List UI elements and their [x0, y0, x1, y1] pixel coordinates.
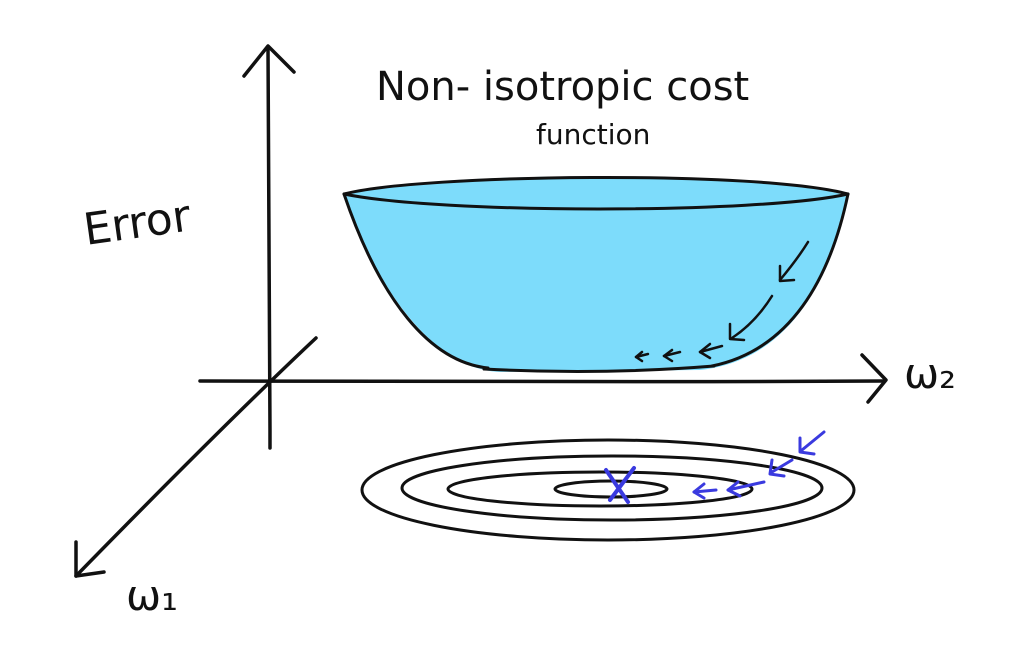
bowl-bottom [482, 364, 716, 373]
bowl-left-side [342, 192, 490, 370]
bowl-right-side [710, 192, 850, 368]
descent-arrow [698, 344, 724, 354]
descent-arrow [730, 294, 774, 340]
blue-arrow [770, 458, 794, 474]
blue-arrow-head [768, 458, 786, 478]
descent-arrow [778, 240, 810, 282]
error-axis [266, 46, 272, 450]
bowl-rim-bottom [342, 192, 850, 211]
gradient-descent-path [604, 430, 826, 504]
contour-plot [360, 438, 856, 542]
diagram-title-line2: function [536, 118, 650, 151]
w1-axis-arrowhead [74, 540, 106, 578]
contour-ring-outer [360, 438, 856, 542]
bowl-fill [344, 176, 848, 372]
blue-arrow-head [726, 480, 742, 498]
descent-arrow-head [634, 350, 644, 363]
bowl-descent-arrows [634, 240, 810, 363]
contour-ring-2 [400, 454, 824, 522]
w2-axis [198, 379, 886, 384]
descent-arrow-head [728, 322, 746, 342]
error-axis-arrowhead [242, 44, 296, 78]
blue-arrow [726, 480, 766, 492]
blue-arrow [800, 430, 826, 452]
blue-arrow [692, 488, 718, 494]
w2-axis-label: ω₂ [904, 349, 956, 398]
w1-axis [74, 336, 318, 578]
bowl-rim-top [342, 175, 850, 196]
w2-axis-arrowhead [860, 353, 888, 404]
descent-arrow-head [662, 348, 674, 363]
w1-axis-label: ω₁ [126, 571, 178, 620]
descent-arrow-head [778, 264, 796, 283]
blue-arrow-head [692, 482, 706, 500]
cost-surface-bowl [342, 175, 850, 373]
diagram-title-line1: Non- isotropic cost [376, 64, 749, 110]
error-axis-label: Error [80, 190, 194, 256]
descent-arrow-head [698, 342, 712, 360]
contour-ring-3 [446, 470, 754, 508]
blue-arrow-head [798, 436, 816, 456]
axes [74, 44, 888, 578]
minimum-marker [604, 466, 636, 504]
contour-ring-inner [553, 479, 669, 499]
